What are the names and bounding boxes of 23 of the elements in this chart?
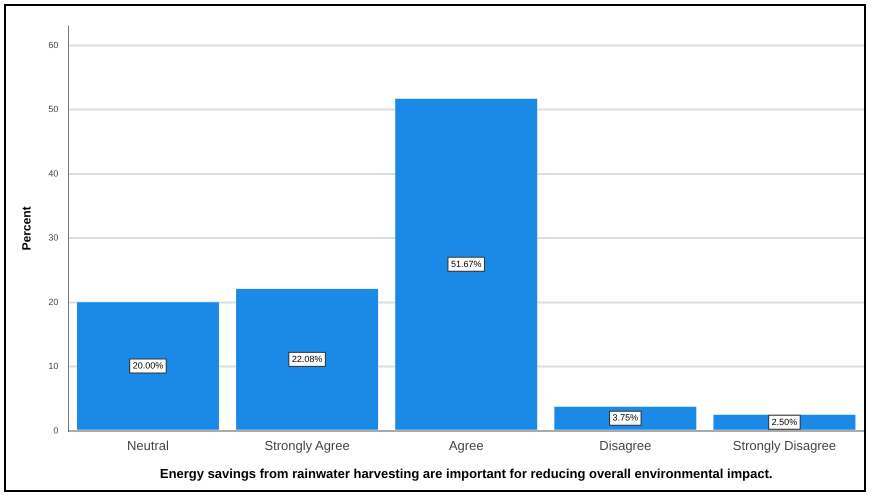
x-tick-label: Agree — [448, 438, 484, 454]
data-label: 3.75% — [612, 412, 638, 423]
bar — [554, 406, 696, 430]
x-tick-label: Strongly Disagree — [732, 438, 836, 454]
x-tick-label: Strongly Agree — [264, 438, 350, 454]
y-axis-title: Percent — [20, 206, 34, 250]
y-tick-label: 40 — [48, 168, 58, 178]
bar — [76, 302, 219, 430]
y-tick-label: 60 — [48, 40, 58, 50]
data-label: 51.67% — [450, 258, 482, 269]
data-label: 22.08% — [292, 354, 322, 364]
y-tick-label: 30 — [48, 232, 58, 243]
bar — [236, 288, 378, 430]
y-tick-label: 0 — [53, 425, 58, 436]
x-tick-label: Neutral — [127, 438, 170, 454]
x-axis-title: Energy savings from rainwater harvesting are important for reducing overall environmental impact. — [160, 466, 773, 481]
x-tick-label: Disagree — [599, 438, 652, 454]
bar — [395, 98, 538, 430]
y-tick-label: 20 — [48, 296, 58, 307]
data-label: 2.50% — [772, 416, 798, 427]
y-tick-label: 10 — [48, 361, 58, 372]
y-tick-label: 50 — [48, 104, 58, 114]
data-label: 20.00% — [132, 360, 164, 371]
